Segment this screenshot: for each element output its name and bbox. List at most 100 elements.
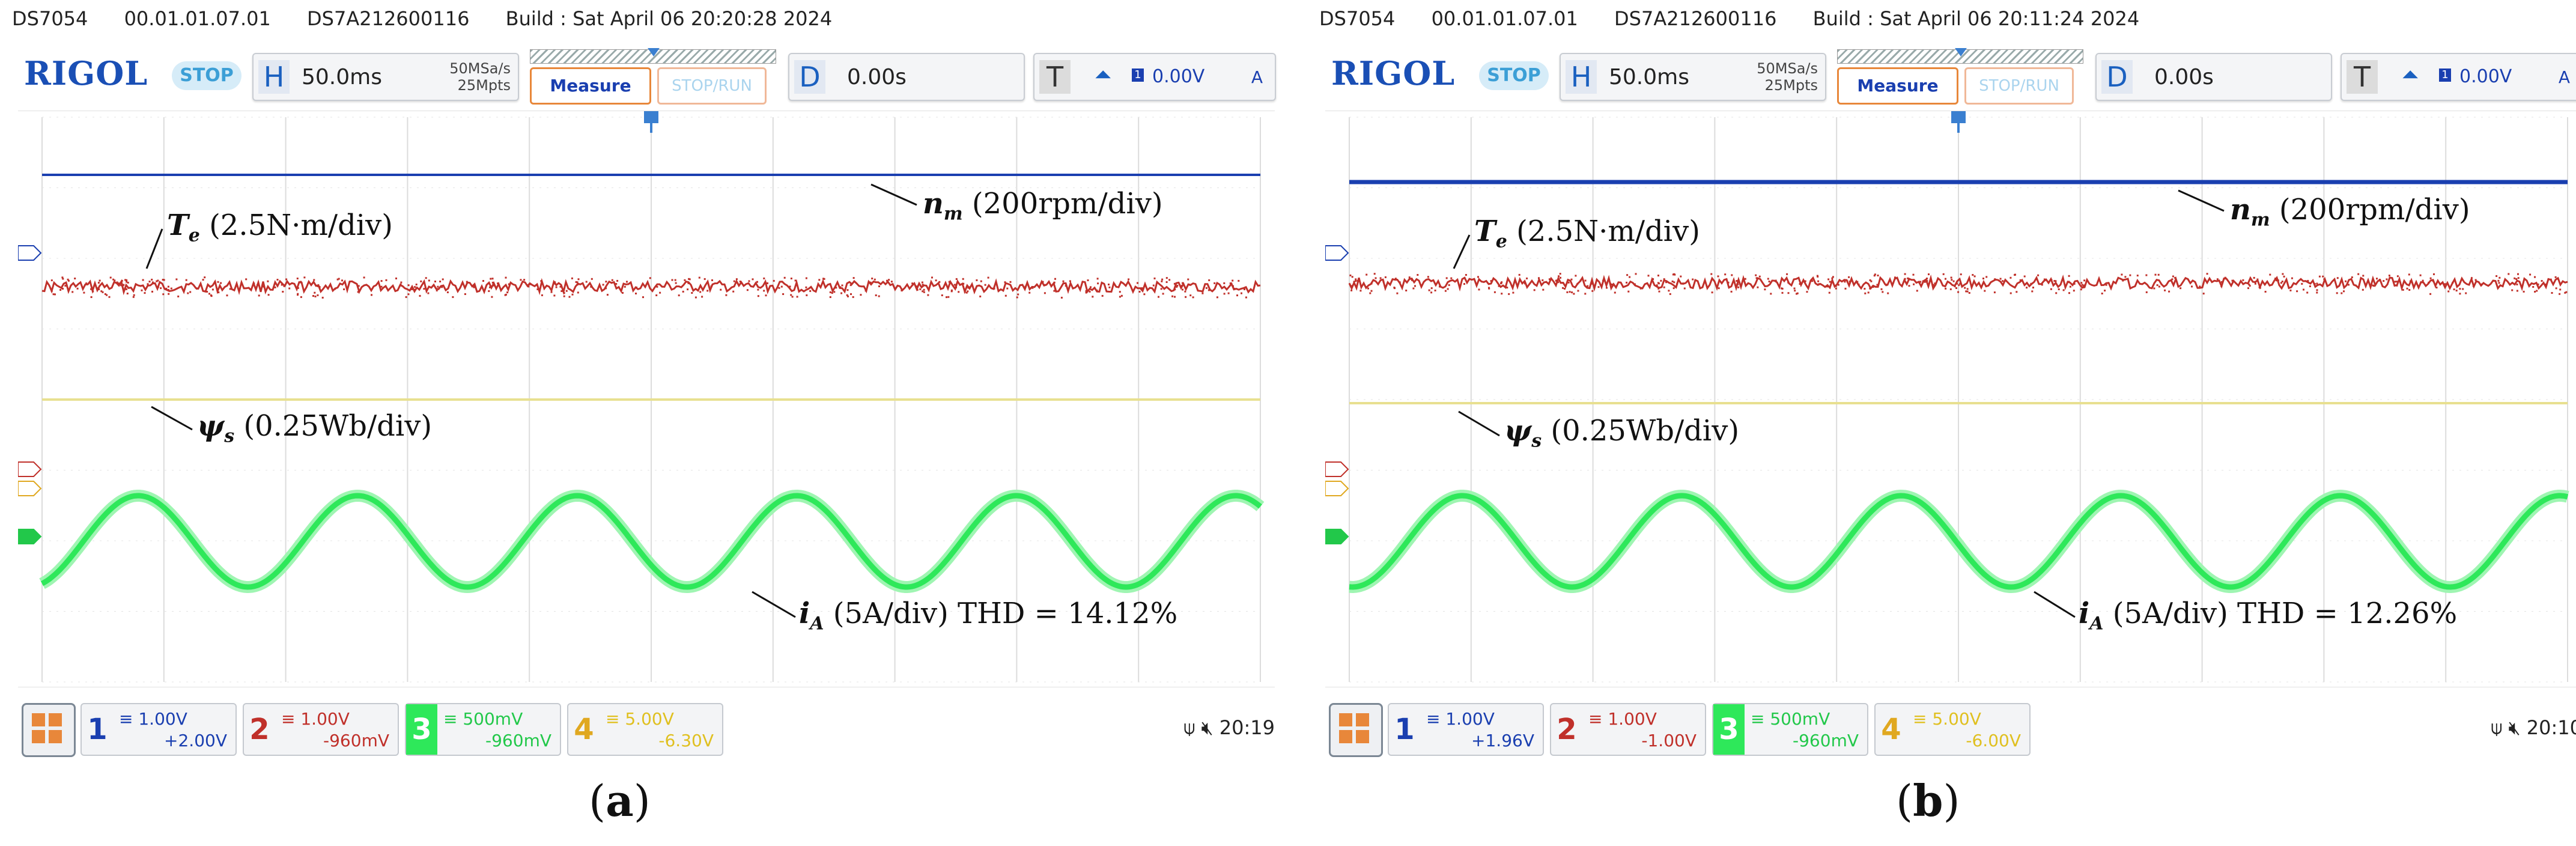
stop-run-button[interactable]: STOP/RUN: [1964, 67, 2074, 105]
speaker-mute-icon[interactable]: 🔇︎: [1201, 716, 1214, 739]
channel-2-number: 2: [249, 713, 270, 746]
channel-1-marker: [18, 245, 42, 261]
channel-4-box[interactable]: 4 ≡ 5.00V -6.30V: [567, 703, 723, 756]
current-annotation: iA (5A/div) THD = 14.12%: [799, 597, 1178, 634]
flux-leader: [1458, 410, 1500, 437]
channel-bar: 1 ≡ 1.00V +2.00V 2 ≡ 1.00V -960mV 3 ≡ 50…: [12, 697, 1281, 759]
flux-leader: [151, 406, 193, 431]
trace-current: [1348, 493, 2569, 590]
trigger-box[interactable]: T ⏶ 1 0.00V A: [2341, 53, 2576, 101]
run-state-badge[interactable]: STOP: [1479, 61, 1549, 90]
channel-4-box[interactable]: 4 ≡ 5.00V -6.00V: [1874, 703, 2031, 756]
channel-4-offset: -6.00V: [1966, 731, 2021, 750]
acquisition-info: 50MSa/s 25Mpts: [449, 60, 511, 94]
graticule: [1349, 117, 2568, 683]
channel-4-marker: [1325, 481, 1349, 496]
channel-1-number: 1: [87, 713, 108, 746]
sample-rate: 50MSa/s: [449, 60, 511, 77]
speaker-mute-icon[interactable]: 🔇︎: [2508, 716, 2521, 739]
scope-panel-b: DS7054 00.01.01.07.01 DS7A212600116 Buil…: [1319, 0, 2576, 846]
channel-3-marker: [18, 529, 42, 544]
channel-1-scale: ≡ 1.00V: [1426, 709, 1495, 729]
channel-2-box[interactable]: 2 ≡ 1.00V -1.00V: [1550, 703, 1706, 756]
current-leader: [752, 591, 796, 618]
figure-caption-b: (b): [1896, 775, 1960, 826]
torque-annotation: Te (2.5N·m/div): [167, 208, 393, 246]
measure-button[interactable]: Measure: [530, 67, 651, 105]
waveform-display[interactable]: nm (200rpm/div) Te (2.5N·m/div) ψs (0.25…: [1325, 111, 2576, 687]
channel-2-scale: ≡ 1.00V: [1588, 709, 1657, 729]
usb-icon: ⍦: [1183, 716, 1195, 739]
channel-3-scale: ≡ 500mV: [443, 709, 523, 729]
timebase-letter: H: [1566, 60, 1597, 94]
annotation-leaders: [145, 183, 917, 618]
channel-4-number: 4: [1881, 713, 1901, 746]
trigger-position-marker: [648, 48, 660, 56]
waveform-canvas: [18, 111, 1265, 683]
trace-torque-dots: [1349, 273, 2568, 295]
usb-icon: ⍦: [2491, 716, 2503, 739]
model-label: DS7054: [1319, 7, 1396, 30]
delay-box[interactable]: D 0.00s: [788, 53, 1025, 101]
menu-grid-button[interactable]: [1329, 703, 1383, 757]
channel-1-box[interactable]: 1 ≡ 1.00V +2.00V: [80, 703, 237, 756]
channel-2-box[interactable]: 2 ≡ 1.00V -960mV: [243, 703, 399, 756]
channel-1-offset: +1.96V: [1471, 731, 1534, 750]
top-toolbar: RIGOL STOP H 50.0ms 50MSa/s 25Mpts Measu…: [12, 48, 1281, 106]
channel-1-offset: +2.00V: [164, 731, 227, 750]
channel-3-offset: -960mV: [485, 731, 551, 750]
torque-leader: [145, 228, 163, 269]
trigger-level: 0.00V: [2459, 66, 2512, 87]
torque-leader: [1453, 234, 1471, 269]
channel-4-scale: ≡ 5.00V: [606, 709, 674, 729]
timebase-box[interactable]: H 50.0ms 50MSa/s 25Mpts: [1560, 53, 1826, 101]
torque-annotation: Te (2.5N·m/div): [1474, 215, 1700, 252]
menu-grid-button[interactable]: [22, 703, 76, 757]
channel-1-marker: [1325, 245, 1349, 261]
status-header: DS7054 00.01.01.07.01 DS7A212600116 Buil…: [1319, 7, 2576, 43]
channel-bar: 1 ≡ 1.00V +1.96V 2 ≡ 1.00V -1.00V 3 ≡ 50…: [1319, 697, 2576, 759]
top-toolbar: RIGOL STOP H 50.0ms 50MSa/s 25Mpts Measu…: [1319, 48, 2576, 106]
rising-edge-icon: ⏶: [1095, 62, 1112, 87]
clock-time: 20:10: [2526, 716, 2576, 739]
measure-area: Measure STOP/RUN: [530, 48, 776, 106]
channel-1-box[interactable]: 1 ≡ 1.00V +1.96V: [1388, 703, 1544, 756]
channel-3-marker: [1325, 529, 1349, 544]
status-header: DS7054 00.01.01.07.01 DS7A212600116 Buil…: [12, 7, 1281, 43]
speed-annotation: nm (200rpm/div): [923, 187, 1163, 225]
timebase-box[interactable]: H 50.0ms 50MSa/s 25Mpts: [252, 53, 519, 101]
trigger-letter: T: [2347, 60, 2378, 94]
channel-2-marker: [18, 461, 42, 477]
measure-button[interactable]: Measure: [1837, 67, 1958, 105]
delay-box[interactable]: D 0.00s: [2095, 53, 2332, 101]
figure-caption-a: (a): [589, 775, 651, 826]
build-label: Build : Sat April 06 20:20:28 2024: [505, 7, 833, 30]
delay-letter: D: [2101, 60, 2133, 94]
channel-3-box[interactable]: 3 ≡ 500mV -960mV: [405, 703, 561, 756]
channel-3-number: 3: [1713, 704, 1745, 755]
channel-3-number: 3: [406, 704, 437, 755]
rigol-logo: RIGOL: [24, 54, 148, 93]
stop-run-button[interactable]: STOP/RUN: [657, 67, 767, 105]
delay-value: 0.00s: [847, 65, 907, 90]
waveform-display[interactable]: nm (200rpm/div) Te (2.5N·m/div) ψs (0.25…: [18, 111, 1275, 687]
trigger-source: 1: [2439, 68, 2451, 82]
channel-1-scale: ≡ 1.00V: [119, 709, 187, 729]
version-label: 00.01.01.07.01: [1431, 7, 1578, 30]
channel-2-offset: -1.00V: [1641, 731, 1697, 750]
trace-current: [40, 493, 1262, 590]
trigger-t-marker: [1951, 111, 1966, 123]
version-label: 00.01.01.07.01: [124, 7, 271, 30]
speed-leader: [870, 183, 917, 206]
channel-4-marker: [18, 481, 42, 496]
channel-4-number: 4: [574, 713, 594, 746]
clock-time: 20:19: [1219, 716, 1275, 739]
channel-2-scale: ≡ 1.00V: [281, 709, 350, 729]
trigger-box[interactable]: T ⏶ 1 0.00V A: [1033, 53, 1276, 101]
trace-torque-dots: [50, 276, 1247, 299]
channel-4-offset: -6.30V: [658, 731, 714, 750]
delay-value: 0.00s: [2154, 65, 2214, 90]
channel-3-box[interactable]: 3 ≡ 500mV -960mV: [1712, 703, 1868, 756]
run-state-badge[interactable]: STOP: [172, 61, 242, 90]
memory-depth: 25Mpts: [1764, 77, 1818, 94]
